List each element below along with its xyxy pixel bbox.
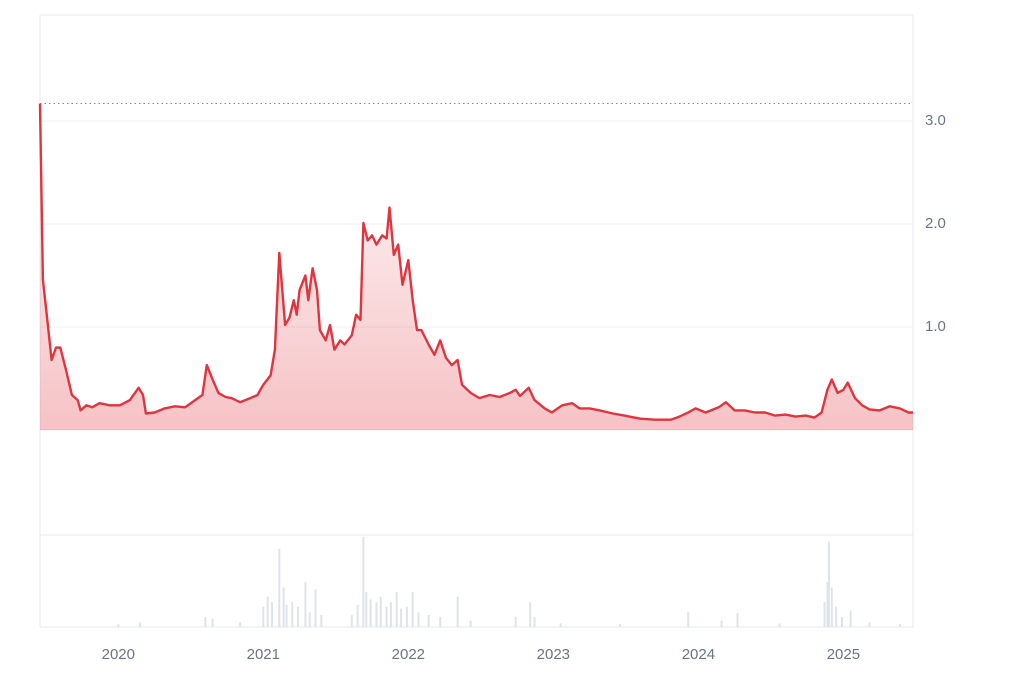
volume-bar bbox=[826, 581, 829, 627]
volume-bar bbox=[720, 620, 723, 627]
volume-bar bbox=[308, 612, 311, 627]
volume-bar bbox=[379, 596, 382, 627]
y-tick-label: 1.0 bbox=[925, 318, 946, 335]
volume-bar bbox=[827, 541, 830, 627]
volume-bar bbox=[356, 604, 359, 627]
volume-bar bbox=[830, 587, 833, 627]
volume-bar bbox=[266, 596, 269, 627]
volume-bar bbox=[514, 616, 517, 627]
volume-bar bbox=[282, 587, 285, 627]
volume-bar bbox=[529, 602, 532, 627]
volume-bar bbox=[304, 581, 307, 627]
volume-bar bbox=[411, 592, 414, 627]
volume-bar bbox=[117, 624, 120, 627]
volume-bar bbox=[778, 623, 781, 627]
volume-bar bbox=[139, 622, 142, 627]
x-tick-label: 2020 bbox=[102, 646, 135, 663]
x-tick-label: 2021 bbox=[247, 646, 280, 663]
volume-bar bbox=[427, 615, 430, 627]
volume-bar bbox=[835, 606, 838, 627]
volume-bar bbox=[365, 592, 368, 627]
y-tick-label: 2.0 bbox=[925, 215, 946, 232]
volume-bar bbox=[849, 610, 852, 627]
volume-bar bbox=[736, 613, 739, 627]
volume-bar bbox=[211, 618, 214, 627]
volume-bar bbox=[271, 602, 274, 627]
volume-bar bbox=[868, 622, 871, 627]
x-tick-label: 2023 bbox=[537, 646, 570, 663]
volume-bar bbox=[389, 602, 392, 627]
volume-bar bbox=[533, 616, 536, 627]
x-tick-label: 2022 bbox=[392, 646, 425, 663]
y-tick-label: 3.0 bbox=[925, 112, 946, 129]
volume-bar bbox=[400, 608, 403, 627]
volume-bar bbox=[369, 599, 372, 627]
volume-bar bbox=[291, 602, 294, 627]
volume-bar bbox=[898, 624, 901, 627]
price-line bbox=[38, 103, 913, 421]
volume-bar bbox=[395, 592, 398, 627]
volume-bar bbox=[823, 602, 826, 627]
volume-bar bbox=[285, 604, 288, 627]
volume-bar bbox=[385, 606, 388, 627]
volume-bar bbox=[239, 622, 242, 627]
volume-bar bbox=[375, 602, 378, 627]
x-tick-label: 2025 bbox=[827, 646, 860, 663]
volume-bar bbox=[297, 606, 300, 627]
volume-bar bbox=[559, 623, 562, 627]
volume-bar bbox=[262, 606, 265, 627]
volume-bar bbox=[320, 615, 323, 627]
volume-bar bbox=[619, 624, 622, 627]
volume-bar bbox=[405, 606, 408, 627]
area-fill bbox=[40, 103, 913, 430]
volume-bar bbox=[314, 589, 317, 627]
volume-bar bbox=[278, 548, 281, 627]
volume-bar bbox=[439, 616, 442, 627]
volume-bar bbox=[204, 616, 207, 627]
volume-bar bbox=[456, 596, 459, 627]
volume-bar bbox=[417, 612, 420, 627]
volume-bar bbox=[469, 620, 472, 627]
volume-bar bbox=[687, 612, 690, 627]
volume-bar bbox=[840, 616, 843, 627]
x-tick-label: 2024 bbox=[682, 646, 715, 663]
volume-bar bbox=[362, 536, 365, 627]
volume-bar bbox=[350, 615, 353, 627]
